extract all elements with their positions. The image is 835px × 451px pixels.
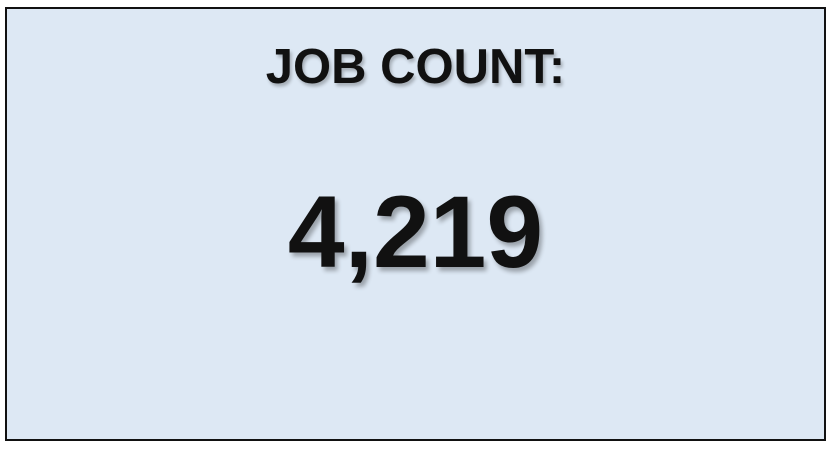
job-count-label: JOB COUNT: [265, 40, 566, 94]
job-count-value: 4,219 [287, 175, 544, 289]
job-count-card: JOB COUNT: 4,219 [5, 7, 826, 441]
